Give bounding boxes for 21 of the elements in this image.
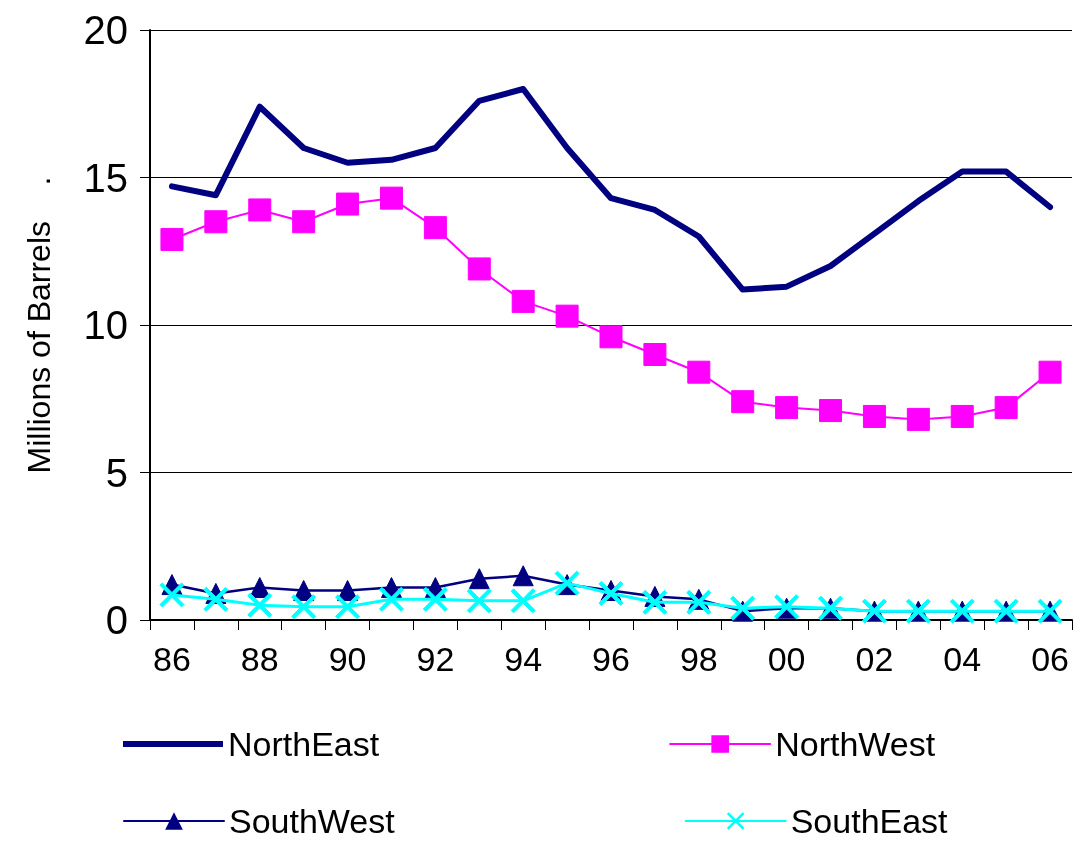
x-tick-label: 92 <box>416 640 455 678</box>
x-tick-label: 04 <box>943 640 982 678</box>
legend-label: SouthEast <box>790 802 949 840</box>
x-tick-label: 00 <box>767 640 806 678</box>
x-tick-label: 98 <box>679 640 718 678</box>
y-axis-title: Millions of Barrels . <box>21 176 57 474</box>
x-tick-label: 96 <box>592 640 630 678</box>
x-tick-label: 86 <box>153 640 191 678</box>
y-tick-label: 0 <box>105 598 128 642</box>
legend-label: NorthEast <box>228 725 380 763</box>
x-tick-label: 88 <box>240 640 279 678</box>
legend-label: NorthWest <box>775 725 936 763</box>
x-tick-label: 90 <box>328 640 367 678</box>
y-tick-label: 5 <box>105 450 128 495</box>
y-tick-label: 15 <box>83 155 128 200</box>
x-tick-label: 02 <box>855 640 894 678</box>
legend-label: SouthWest <box>229 802 396 840</box>
y-tick-label: 10 <box>83 303 128 347</box>
y-tick-label: 20 <box>83 8 128 52</box>
x-tick-label: 06 <box>1031 640 1069 678</box>
x-tick-label: 94 <box>504 640 543 678</box>
